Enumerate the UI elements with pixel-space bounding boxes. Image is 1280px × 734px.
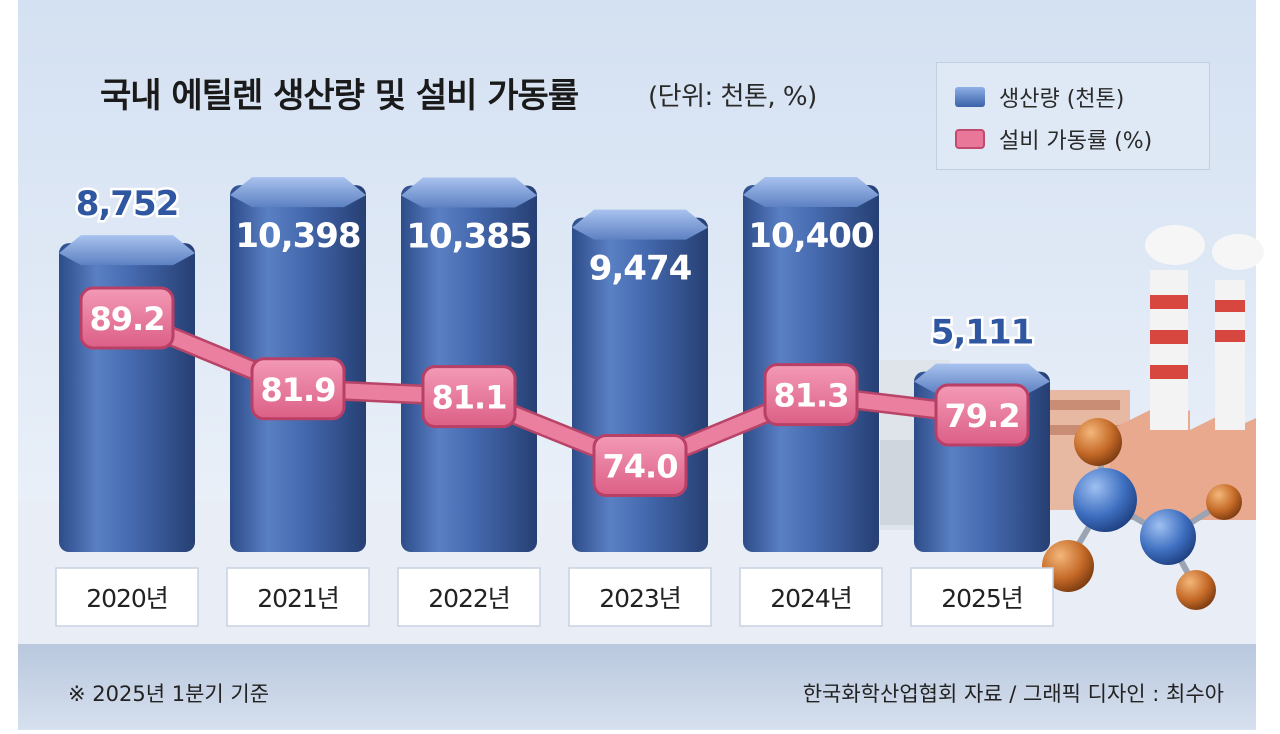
rate-point-5: 81.3 xyxy=(763,363,859,427)
chart-title: 국내 에틸렌 생산량 및 설비 가동률 xyxy=(100,76,579,116)
bar-4: 9,474 xyxy=(572,209,708,552)
bar-cap xyxy=(743,177,879,207)
legend-label-utilization: 설비 가동률 (%) xyxy=(999,129,1153,154)
footnote: ※ 2025년 1분기 기준 xyxy=(68,682,270,706)
bar-value-label: 10,385 xyxy=(406,217,531,257)
legend-label-production: 생산량 (천톤) xyxy=(999,87,1125,112)
rate-swatch-icon xyxy=(955,129,985,149)
bar-cap xyxy=(572,209,708,240)
rate-label-box xyxy=(421,365,517,429)
year-label: 2021년 xyxy=(257,584,339,613)
rate-value-label: 89.2 xyxy=(90,300,165,338)
legend: 생산량 (천톤) 설비 가동률 (%) xyxy=(936,62,1210,170)
bar-swatch-icon xyxy=(955,87,985,107)
bar-value-label: 10,398 xyxy=(235,216,360,256)
bar-value-label: 10,400 xyxy=(748,216,874,256)
year-label-box xyxy=(568,567,712,627)
molecule-illustration xyxy=(1042,418,1242,610)
legend-item-utilization: 설비 가동률 (%) xyxy=(955,119,1152,159)
bar-value-label: 8,752 xyxy=(76,184,179,224)
chart-unit: (단위: 천톤, %) xyxy=(648,82,817,112)
year-tick-3: 2022년 xyxy=(397,567,541,627)
rate-label-box xyxy=(934,383,1030,447)
year-label-box xyxy=(226,567,370,627)
rate-point-3: 81.1 xyxy=(421,365,517,429)
year-labels-layer: 2020년 2021년 2022년 2023년 2024년 2025년 xyxy=(55,567,1054,627)
footer-band xyxy=(18,644,1256,730)
bar-cap xyxy=(401,177,537,208)
rate-point-4: 74.0 xyxy=(592,433,688,497)
rate-label-box xyxy=(763,363,859,427)
year-label: 2023년 xyxy=(599,584,681,613)
bar-3: 10,385 xyxy=(401,177,537,552)
bar-1: 8,752 xyxy=(59,182,195,552)
year-label: 2025년 xyxy=(941,584,1023,613)
rate-value-label: 74.0 xyxy=(603,447,678,485)
source-credit: 한국화학산업협회 자료 / 그래픽 디자인 : 최수아 xyxy=(802,682,1224,706)
year-tick-1: 2020년 xyxy=(55,567,199,627)
rate-point-2: 81.9 xyxy=(250,357,346,421)
legend-item-production: 생산량 (천톤) xyxy=(955,77,1124,117)
year-tick-5: 2024년 xyxy=(739,567,883,627)
year-label-box xyxy=(397,567,541,627)
bar-cap xyxy=(230,177,366,208)
rate-label-box xyxy=(592,433,688,497)
rate-label-box xyxy=(79,286,175,350)
year-tick-2: 2021년 xyxy=(226,567,370,627)
bar-value-label: 9,474 xyxy=(589,249,692,289)
year-label-box xyxy=(739,567,883,627)
rate-point-1: 89.2 xyxy=(79,286,175,350)
rate-labels-layer: 89.2 81.9 81.1 74.0 81.3 79.2 xyxy=(79,286,1030,497)
year-tick-6: 2025년 xyxy=(910,567,1054,627)
year-label: 2024년 xyxy=(770,584,852,613)
year-label: 2022년 xyxy=(428,584,510,613)
year-label: 2020년 xyxy=(86,584,168,613)
bar-value-label: 5,111 xyxy=(931,313,1034,353)
year-label-box xyxy=(55,567,199,627)
year-label-box xyxy=(910,567,1054,627)
rate-value-label: 81.9 xyxy=(261,371,336,409)
year-tick-4: 2023년 xyxy=(568,567,712,627)
rate-value-label: 79.2 xyxy=(945,397,1020,435)
rate-value-label: 81.1 xyxy=(432,379,507,417)
rate-value-label: 81.3 xyxy=(774,377,849,415)
rate-point-6: 79.2 xyxy=(934,383,1030,447)
rate-label-box xyxy=(250,357,346,421)
bar-cap xyxy=(59,235,195,266)
